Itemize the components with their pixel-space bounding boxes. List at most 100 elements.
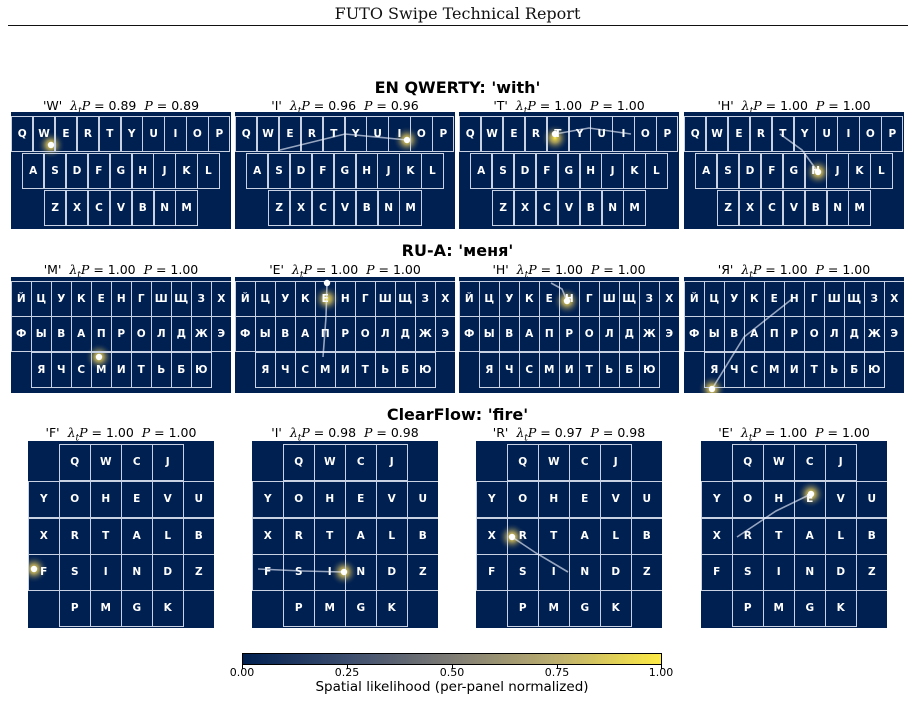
key-2-0: Z [717,190,740,226]
key-1-0: A [695,153,718,189]
key-1-5: H [579,153,602,189]
key-0-9: P [881,116,904,152]
key-0-4: Е [539,281,560,317]
colorbar-tick-label: 0.25 [334,666,360,679]
key-0-1: W [32,116,56,152]
key-1-6: J [153,153,176,189]
key-0-8: O [410,116,433,152]
key-1-7: Л [824,316,845,352]
key-2-3: A [121,518,153,555]
key-2-1: Ч [51,352,72,388]
key-2-2: С [744,352,765,388]
p-symbol: P [815,262,824,277]
key-4-1: P [59,590,91,627]
key-2-0: X [28,518,60,555]
panel-letter: 'H' [717,98,734,113]
colorbar-label: Spatial likelihood (per-panel normalized… [315,679,589,695]
key-2-2: C [760,190,784,226]
key-3-2: I [763,554,795,591]
key-2-3: М [764,352,785,388]
key-2-6: M [175,190,198,226]
key-0-2: У [499,281,520,317]
key-0-6: U [815,116,838,152]
key-1-3: А [744,316,765,352]
p-value: 0.96 [390,98,419,113]
key-0-8: Щ [171,281,192,317]
key-2-7: Б [171,352,192,388]
key-2-6: Ь [375,352,396,388]
lambda-symbol: λtP [515,98,536,117]
key-1-1: O [283,481,315,518]
key-1-0: A [22,153,45,189]
key-1-3: А [71,316,92,352]
key-1-3: А [519,316,540,352]
key-2-3: М [315,352,336,388]
key-1-7: K [175,153,198,189]
key-1-6: О [579,316,600,352]
key-4-3: G [345,590,377,627]
panel-letter: 'F' [45,425,60,440]
key-2-8: Ю [191,352,212,388]
key-1-8: L [197,153,220,189]
key-0-9: P [656,116,679,152]
p-symbol: P [815,425,824,440]
key-0-7: Ш [599,281,620,317]
key-1-3: E [345,481,377,518]
colorbar-tick [557,665,558,669]
panel-title: 'I' λtP = 0.96 P = 0.96 [271,98,419,117]
lambda-p-value: 1.00 [107,262,136,277]
key-0-4: J [600,444,632,481]
key-1-8: Д [844,316,865,352]
key-2-5: Т [579,352,600,388]
key-0-1: Ц [479,281,500,317]
p-symbol: P [590,262,600,277]
key-2-0: Z [44,190,67,226]
key-2-3: A [569,518,601,555]
key-2-2: C [535,190,559,226]
key-1-0: A [246,153,269,189]
key-2-7: Б [844,352,865,388]
key-1-5: Р [784,316,805,352]
key-1-8: Д [171,316,192,352]
panel-title: 'Е' λtP = 1.00 P = 1.00 [269,262,421,281]
key-0-9: З [864,281,885,317]
p-value: 0.98 [390,425,419,440]
lambda-p-value: 0.98 [328,425,357,440]
key-0-3: C [794,444,826,481]
key-0-8: Щ [619,281,640,317]
key-4-1: P [732,590,764,627]
key-2-4: B [579,190,602,226]
key-1-9: Ж [864,316,885,352]
key-1-8: L [870,153,893,189]
key-3-4: D [600,554,632,591]
key-0-4: T [771,116,794,152]
key-4-4: K [376,590,408,627]
key-0-6: U [366,116,389,152]
key-1-0: Y [476,481,508,518]
lambda-p-value: 1.00 [105,425,134,440]
key-0-2: У [724,281,745,317]
key-0-5: Н [559,281,580,317]
key-0-2: W [90,444,122,481]
panel-letter: 'Я' [717,262,734,277]
key-2-1: X [738,190,762,226]
key-1-0: Ф [684,316,705,352]
key-1-2: D [513,153,537,189]
key-2-0: X [701,518,733,555]
key-2-5: N [153,190,176,226]
key-2-4: L [376,518,408,555]
p-value: 0.89 [171,98,200,113]
key-0-7: I [612,116,635,152]
key-1-5: U [856,481,887,518]
key-2-6: Ь [599,352,620,388]
key-0-9: З [415,281,436,317]
key-0-6: Г [355,281,376,317]
key-2-2: T [90,518,122,555]
key-1-5: U [631,481,662,518]
key-3-5: Z [631,554,662,591]
